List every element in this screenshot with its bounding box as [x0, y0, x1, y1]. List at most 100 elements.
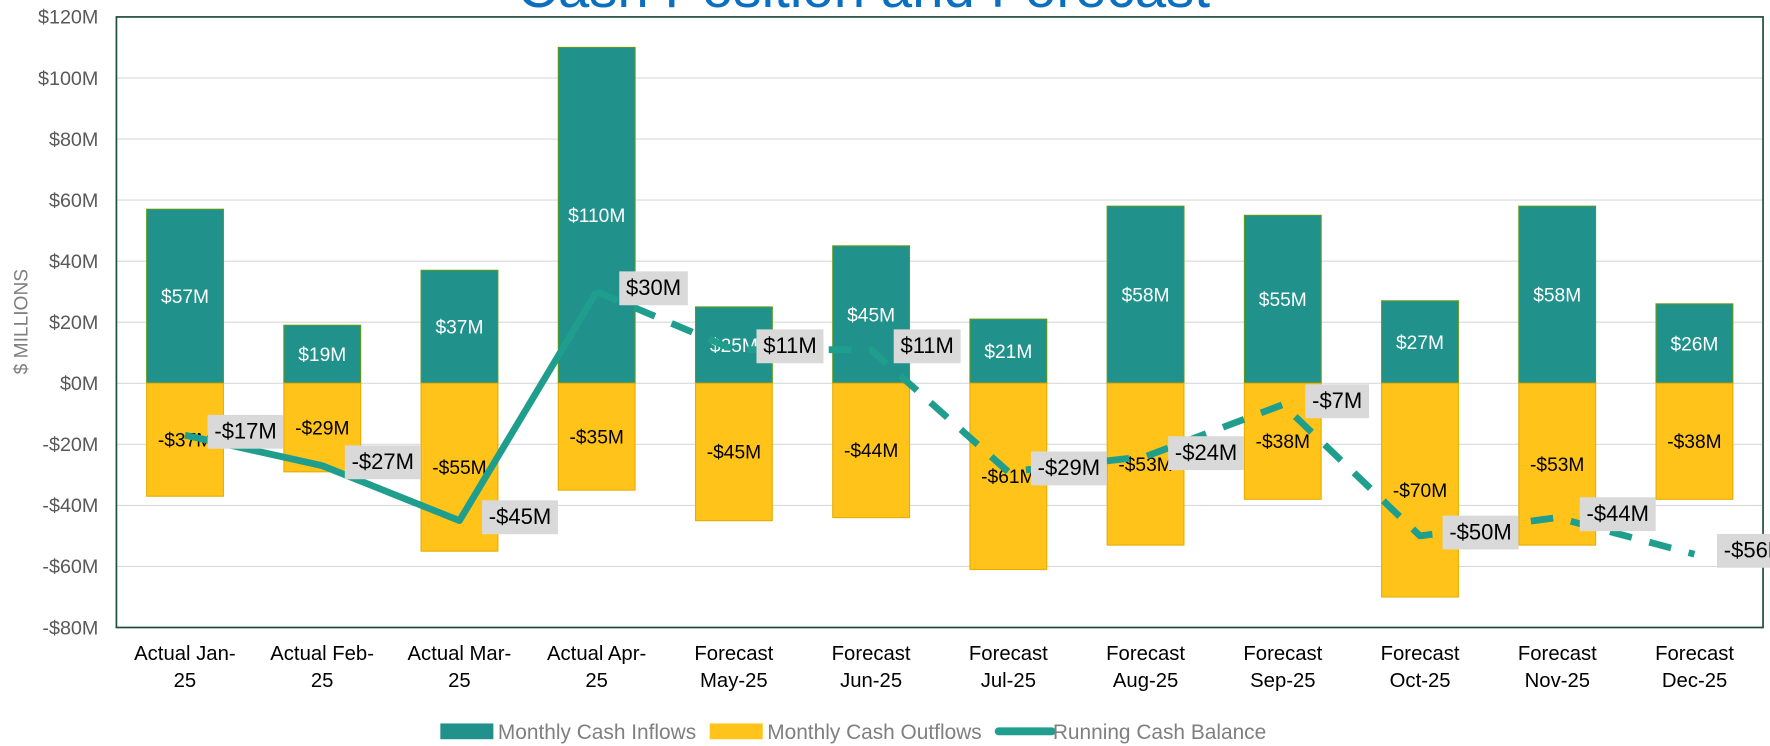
bar: [1106, 205, 1185, 384]
y-tick-label: $120M: [38, 7, 98, 29]
bar: [557, 46, 636, 384]
data-label: $37M: [435, 318, 483, 339]
data-label: -$7M: [1312, 388, 1362, 413]
bar: [283, 324, 362, 384]
data-label: $26M: [1670, 334, 1718, 355]
x-tick-label: Actual Mar-25: [407, 643, 512, 693]
data-label: -$38M: [1256, 432, 1310, 453]
data-label: $19M: [298, 345, 346, 366]
bar: [1243, 214, 1322, 384]
data-label: -$55M: [432, 458, 486, 479]
data-label: -$29M: [295, 418, 349, 439]
bar: [1243, 382, 1322, 500]
chart-title: Cash Position and Forecast: [517, 0, 1210, 19]
data-label: -$38M: [1667, 432, 1721, 453]
data-label: -$56M: [1724, 538, 1770, 563]
data-label: $30M: [626, 275, 681, 300]
x-tick-label: Forecast Nov-25: [1517, 643, 1597, 693]
data-label: -$24M: [1175, 440, 1237, 465]
balance-label: $11M: [893, 329, 961, 364]
label-box: [344, 445, 421, 480]
balance-label: -$7M: [1305, 384, 1370, 419]
bar: [557, 382, 636, 491]
data-label: -$35M: [570, 427, 624, 448]
legend-swatch: [440, 723, 494, 740]
bar: [420, 269, 499, 384]
x-tick-label: Actual Jan-25: [134, 643, 236, 693]
bar: [1381, 382, 1459, 598]
x-tick-label: Forecast Jun-25: [831, 643, 911, 693]
label-box: [1168, 436, 1245, 471]
y-tick-label: $40M: [49, 251, 98, 273]
data-label: $58M: [1533, 286, 1581, 307]
data-label: $57M: [161, 287, 209, 308]
data-label: -$44M: [1587, 501, 1649, 526]
data-label: -$53M: [1530, 455, 1584, 476]
balance-label: -$27M: [344, 445, 421, 480]
data-label: -$45M: [707, 443, 761, 464]
balance-label: -$29M: [1030, 451, 1107, 486]
y-axis-label: $ MILLIONS: [11, 269, 32, 374]
data-label: -$53M: [1118, 455, 1172, 476]
y-tick-label: -$80M: [42, 617, 98, 639]
data-label: -$27M: [352, 449, 414, 474]
label-box: [482, 500, 558, 535]
data-label: -$17M: [214, 419, 276, 444]
bar: [1381, 300, 1459, 384]
balance-line: [184, 289, 600, 525]
data-label: -$70M: [1393, 481, 1447, 502]
balance-label: -$56M: [1717, 533, 1770, 568]
label-box: [893, 329, 961, 364]
data-label: $110M: [568, 206, 625, 227]
balance-label: -$45M: [482, 500, 558, 535]
label-box: [1305, 384, 1370, 419]
data-label: $58M: [1122, 286, 1170, 307]
bar: [1655, 382, 1734, 500]
balance-label: -$44M: [1579, 497, 1656, 532]
label-box: [207, 414, 284, 449]
bar: [1518, 205, 1597, 384]
label-box: [619, 271, 688, 306]
x-tick-label: Actual Feb-25: [270, 643, 374, 693]
balance-label: -$17M: [207, 414, 284, 449]
legend-swatch: [709, 723, 763, 740]
data-label: -$50M: [1449, 519, 1511, 544]
label-box: [756, 329, 824, 364]
y-tick-label: $100M: [38, 68, 98, 90]
data-label: $45M: [847, 305, 895, 326]
x-tick-label: Actual Apr-25: [547, 643, 647, 693]
y-tick-label: -$60M: [42, 556, 98, 578]
plot-border: [115, 16, 1764, 629]
bar: [969, 318, 1048, 384]
legend-label: Running Cash Balance: [1053, 721, 1266, 744]
legend-label: Monthly Cash Outflows: [767, 721, 981, 744]
x-tick-label: Forecast Jul-25: [968, 643, 1048, 693]
balance-label: $11M: [756, 329, 824, 364]
data-label: $11M: [763, 333, 816, 358]
label-box: [1442, 515, 1519, 550]
data-label: -$45M: [489, 504, 551, 529]
bar: [1655, 303, 1734, 384]
y-tick-label: $20M: [49, 312, 98, 334]
label-box: [1717, 533, 1770, 568]
bar: [694, 382, 773, 522]
x-tick-label: Forecast Oct-25: [1380, 643, 1460, 693]
data-label: $27M: [1396, 333, 1444, 354]
data-label: -$29M: [1038, 455, 1100, 480]
data-label: $21M: [984, 342, 1032, 363]
y-tick-label: -$20M: [42, 434, 98, 456]
label-box: [1030, 451, 1107, 486]
x-tick-label: Forecast Aug-25: [1106, 643, 1186, 693]
bar: [832, 382, 911, 519]
y-tick-label: $0M: [60, 373, 98, 395]
balance-label: $30M: [619, 271, 688, 306]
legend-label: Monthly Cash Inflows: [498, 721, 696, 744]
bar: [146, 208, 224, 384]
x-tick-label: Forecast May-25: [694, 643, 774, 693]
x-tick-label: Forecast Dec-25: [1655, 643, 1735, 693]
data-label: -$61M: [981, 467, 1035, 488]
data-label: -$44M: [844, 441, 898, 462]
